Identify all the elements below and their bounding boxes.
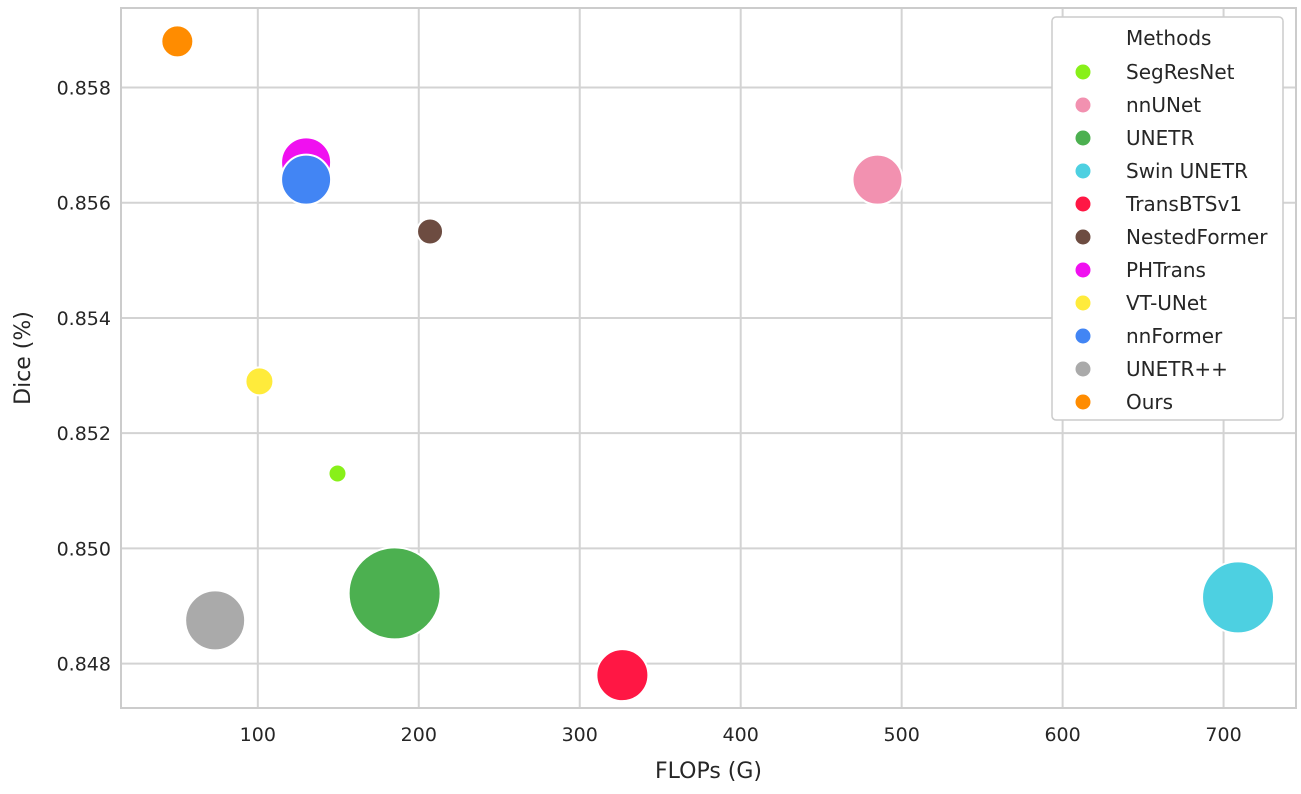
legend-marker bbox=[1075, 130, 1091, 146]
legend-marker bbox=[1075, 328, 1091, 344]
bubble-swin-unetr bbox=[1201, 560, 1276, 635]
bubble-unetr bbox=[347, 546, 442, 641]
bubble-nnformer bbox=[280, 153, 333, 206]
legend-label: Ours bbox=[1126, 390, 1173, 414]
y-tick-label: 0.852 bbox=[57, 423, 111, 445]
x-axis-title: FLOPs (G) bbox=[655, 759, 762, 784]
y-tick-label: 0.856 bbox=[57, 193, 111, 215]
bubble-unetr- bbox=[184, 589, 247, 652]
x-tick-label: 600 bbox=[1044, 724, 1080, 746]
bubble-nnunet bbox=[851, 153, 904, 206]
bubble-transbtsv1 bbox=[595, 648, 650, 703]
bubble-segresnet bbox=[327, 463, 348, 484]
legend-frame bbox=[1051, 16, 1284, 421]
legend-label: UNETR++ bbox=[1126, 357, 1228, 381]
legend-label: VT-UNet bbox=[1126, 291, 1207, 315]
x-tick-label: 200 bbox=[401, 724, 437, 746]
legend-marker bbox=[1075, 394, 1091, 410]
x-tick-label: 400 bbox=[723, 724, 759, 746]
legend-marker bbox=[1075, 97, 1091, 113]
plot-frame bbox=[120, 7, 1297, 709]
y-tick-label: 0.858 bbox=[57, 78, 111, 100]
legend-marker bbox=[1075, 229, 1091, 245]
bubble-nestedformer bbox=[416, 217, 445, 246]
legend: Methods SegResNet nnUNet UNETR Swin UNETR Tr… bbox=[1051, 16, 1284, 421]
legend-label: Swin UNETR bbox=[1126, 159, 1248, 183]
legend-marker bbox=[1075, 64, 1091, 80]
legend-marker bbox=[1075, 196, 1091, 212]
legend-label: UNETR bbox=[1126, 126, 1194, 150]
y-axis-title: Dice (%) bbox=[11, 311, 36, 405]
x-tick-label: 700 bbox=[1205, 724, 1241, 746]
legend-marker bbox=[1075, 361, 1091, 377]
legend-label: nnUNet bbox=[1126, 93, 1201, 117]
y-tick-label: 0.848 bbox=[57, 654, 111, 676]
y-axis-ticks: 0.848 0.850 0.852 0.854 0.856 0.858 bbox=[57, 78, 111, 676]
legend-marker bbox=[1075, 295, 1091, 311]
legend-label: PHTrans bbox=[1126, 258, 1206, 282]
data-points bbox=[160, 24, 1276, 703]
legend-label: SegResNet bbox=[1126, 60, 1235, 84]
legend-marker bbox=[1075, 262, 1091, 278]
bubble-ours bbox=[160, 24, 195, 59]
y-tick-label: 0.850 bbox=[57, 538, 111, 560]
x-tick-label: 100 bbox=[240, 724, 276, 746]
legend-label: nnFormer bbox=[1126, 324, 1223, 348]
legend-title: Methods bbox=[1126, 26, 1211, 50]
legend-label: TransBTSv1 bbox=[1125, 192, 1242, 216]
x-tick-label: 500 bbox=[884, 724, 920, 746]
legend-marker bbox=[1075, 163, 1091, 179]
x-axis-ticks: 100 200 300 400 500 600 700 bbox=[240, 724, 1242, 746]
bubble-vt-unet bbox=[244, 366, 275, 397]
y-tick-label: 0.854 bbox=[57, 308, 111, 330]
legend-label: NestedFormer bbox=[1126, 225, 1268, 249]
x-tick-label: 300 bbox=[562, 724, 598, 746]
